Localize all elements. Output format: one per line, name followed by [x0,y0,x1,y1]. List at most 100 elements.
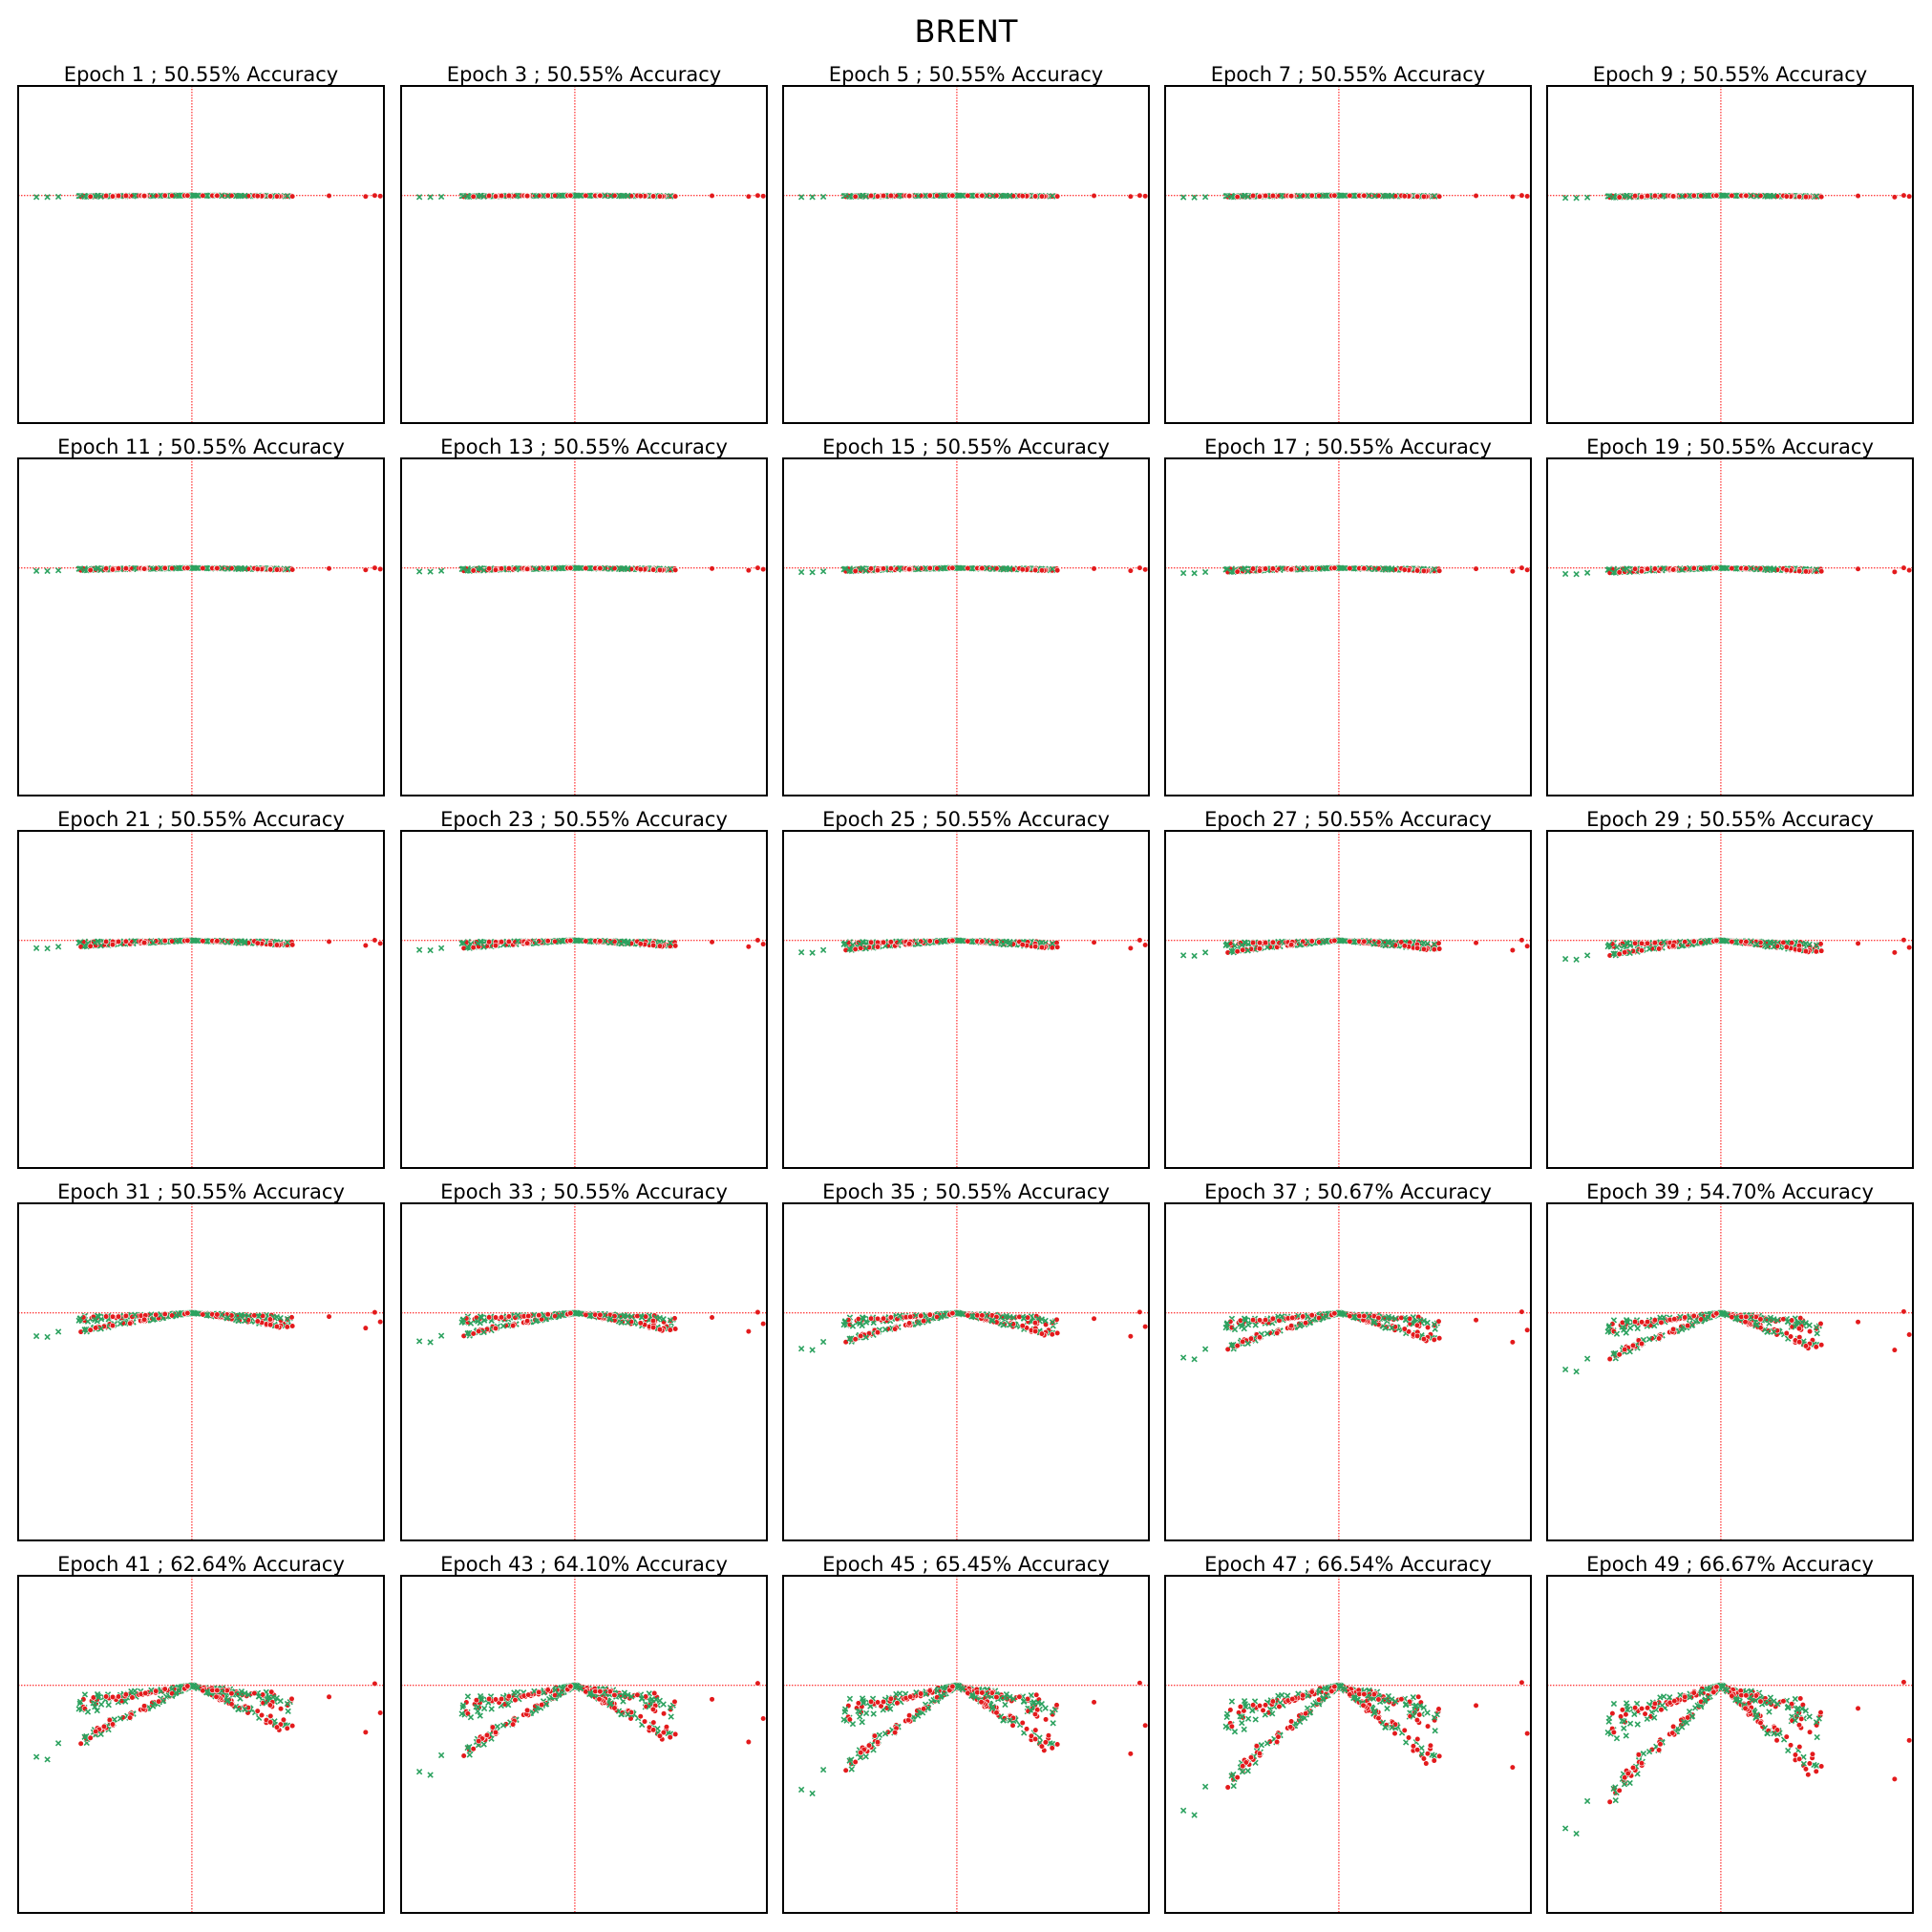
down-class-point [1473,192,1479,200]
down-class-point [926,192,933,199]
down-class-point [867,192,875,200]
down-class-point [672,193,679,200]
up-class-point [809,569,816,576]
panel-title: Epoch 15 ; 50.55% Accuracy [822,435,1110,458]
up-class-point [667,565,674,572]
down-class-point [1802,568,1810,575]
up-class-point [555,564,563,572]
up-class-point [1244,568,1251,575]
up-class-point [97,566,104,574]
down-class-point [1038,193,1046,200]
scatter-panel: Epoch 1 ; 50.55% Accuracy [17,63,385,424]
down-class-point [289,942,296,948]
up-class-point [841,565,849,572]
up-class-point [1732,192,1740,200]
down-class-point [1269,192,1277,200]
down-class-point [544,192,551,199]
up-class-point [1573,195,1580,202]
down-class-point [874,193,881,200]
down-class-point [745,193,752,200]
down-class-point [1436,193,1443,200]
up-class-point [586,192,594,200]
down-class-point [1401,193,1408,200]
down-class-point [1347,565,1353,572]
down-class-point [979,564,986,572]
up-class-point [480,567,487,574]
down-class-point [637,565,644,573]
up-class-point [607,565,614,572]
down-class-point [1729,192,1735,200]
down-class-point [524,565,531,572]
up-class-point [32,194,40,201]
up-class-point [203,564,211,572]
down-class-point [102,192,110,200]
panel-frame [17,830,385,1169]
up-class-point [427,194,434,201]
up-class-point [1365,192,1372,200]
up-class-point [284,192,291,200]
down-class-point [1906,193,1913,200]
panel-title: Epoch 1 ; 50.55% Accuracy [64,63,338,86]
down-class-point [1308,192,1315,199]
down-class-point [267,193,274,200]
panel-title: Epoch 23 ; 50.55% Accuracy [440,808,728,831]
panel-title: Epoch 21 ; 50.55% Accuracy [57,808,345,831]
scatter-panel: Epoch 17 ; 50.55% Accuracy [1164,435,1532,796]
up-class-point [1223,565,1231,573]
down-class-point [1796,193,1803,201]
down-class-point [1670,193,1677,200]
down-class-point [102,938,110,945]
up-class-point [1721,564,1729,572]
up-class-point [203,938,211,945]
up-class-point [620,192,626,200]
down-class-point [583,564,589,572]
up-class-point [92,939,98,946]
down-class-point [377,193,384,200]
panel-frame [1164,85,1532,424]
up-class-point [1201,194,1209,201]
scatter-panel: Epoch 3 ; 50.55% Accuracy [400,63,768,424]
down-class-point [1127,193,1134,200]
up-class-point [1191,570,1198,577]
up-class-point [1701,192,1709,200]
down-class-point [470,193,477,200]
down-class-point [880,565,887,572]
up-class-point [957,564,965,572]
up-class-point [1278,192,1285,200]
up-class-point [915,565,922,573]
down-class-point [1900,192,1907,199]
down-class-point [1249,192,1257,200]
down-class-point [745,567,752,574]
down-class-point [184,937,191,944]
down-class-point [1142,566,1149,573]
down-class-point [1054,193,1061,200]
down-class-point [1256,567,1263,574]
down-class-point [1796,567,1803,575]
down-class-point [1651,192,1659,200]
down-class-point [567,564,574,571]
up-class-point [1278,564,1285,572]
panel-title: Epoch 7 ; 50.55% Accuracy [1211,63,1485,86]
down-class-point [867,565,875,572]
down-class-point [200,192,206,199]
down-class-point [115,938,122,945]
up-class-point [1583,569,1591,576]
up-class-point [76,192,84,200]
down-class-point [979,192,986,199]
down-class-point [254,193,261,200]
down-class-point [1729,565,1735,572]
down-class-point [965,192,971,199]
up-class-point [1371,565,1378,572]
up-class-point [1766,192,1773,200]
up-class-point [1179,569,1187,577]
down-class-point [672,566,679,573]
down-class-point [289,566,296,573]
up-class-point [937,192,945,200]
down-class-point [852,567,859,575]
scatter-panel: Epoch 21 ; 50.55% Accuracy [17,808,385,1169]
panel-title: Epoch 9 ; 50.55% Accuracy [1593,63,1867,86]
scatter-panel: Epoch 7 ; 50.55% Accuracy [1164,63,1532,424]
down-class-point [267,566,274,573]
down-class-point [1818,568,1825,575]
down-class-point [267,941,274,948]
